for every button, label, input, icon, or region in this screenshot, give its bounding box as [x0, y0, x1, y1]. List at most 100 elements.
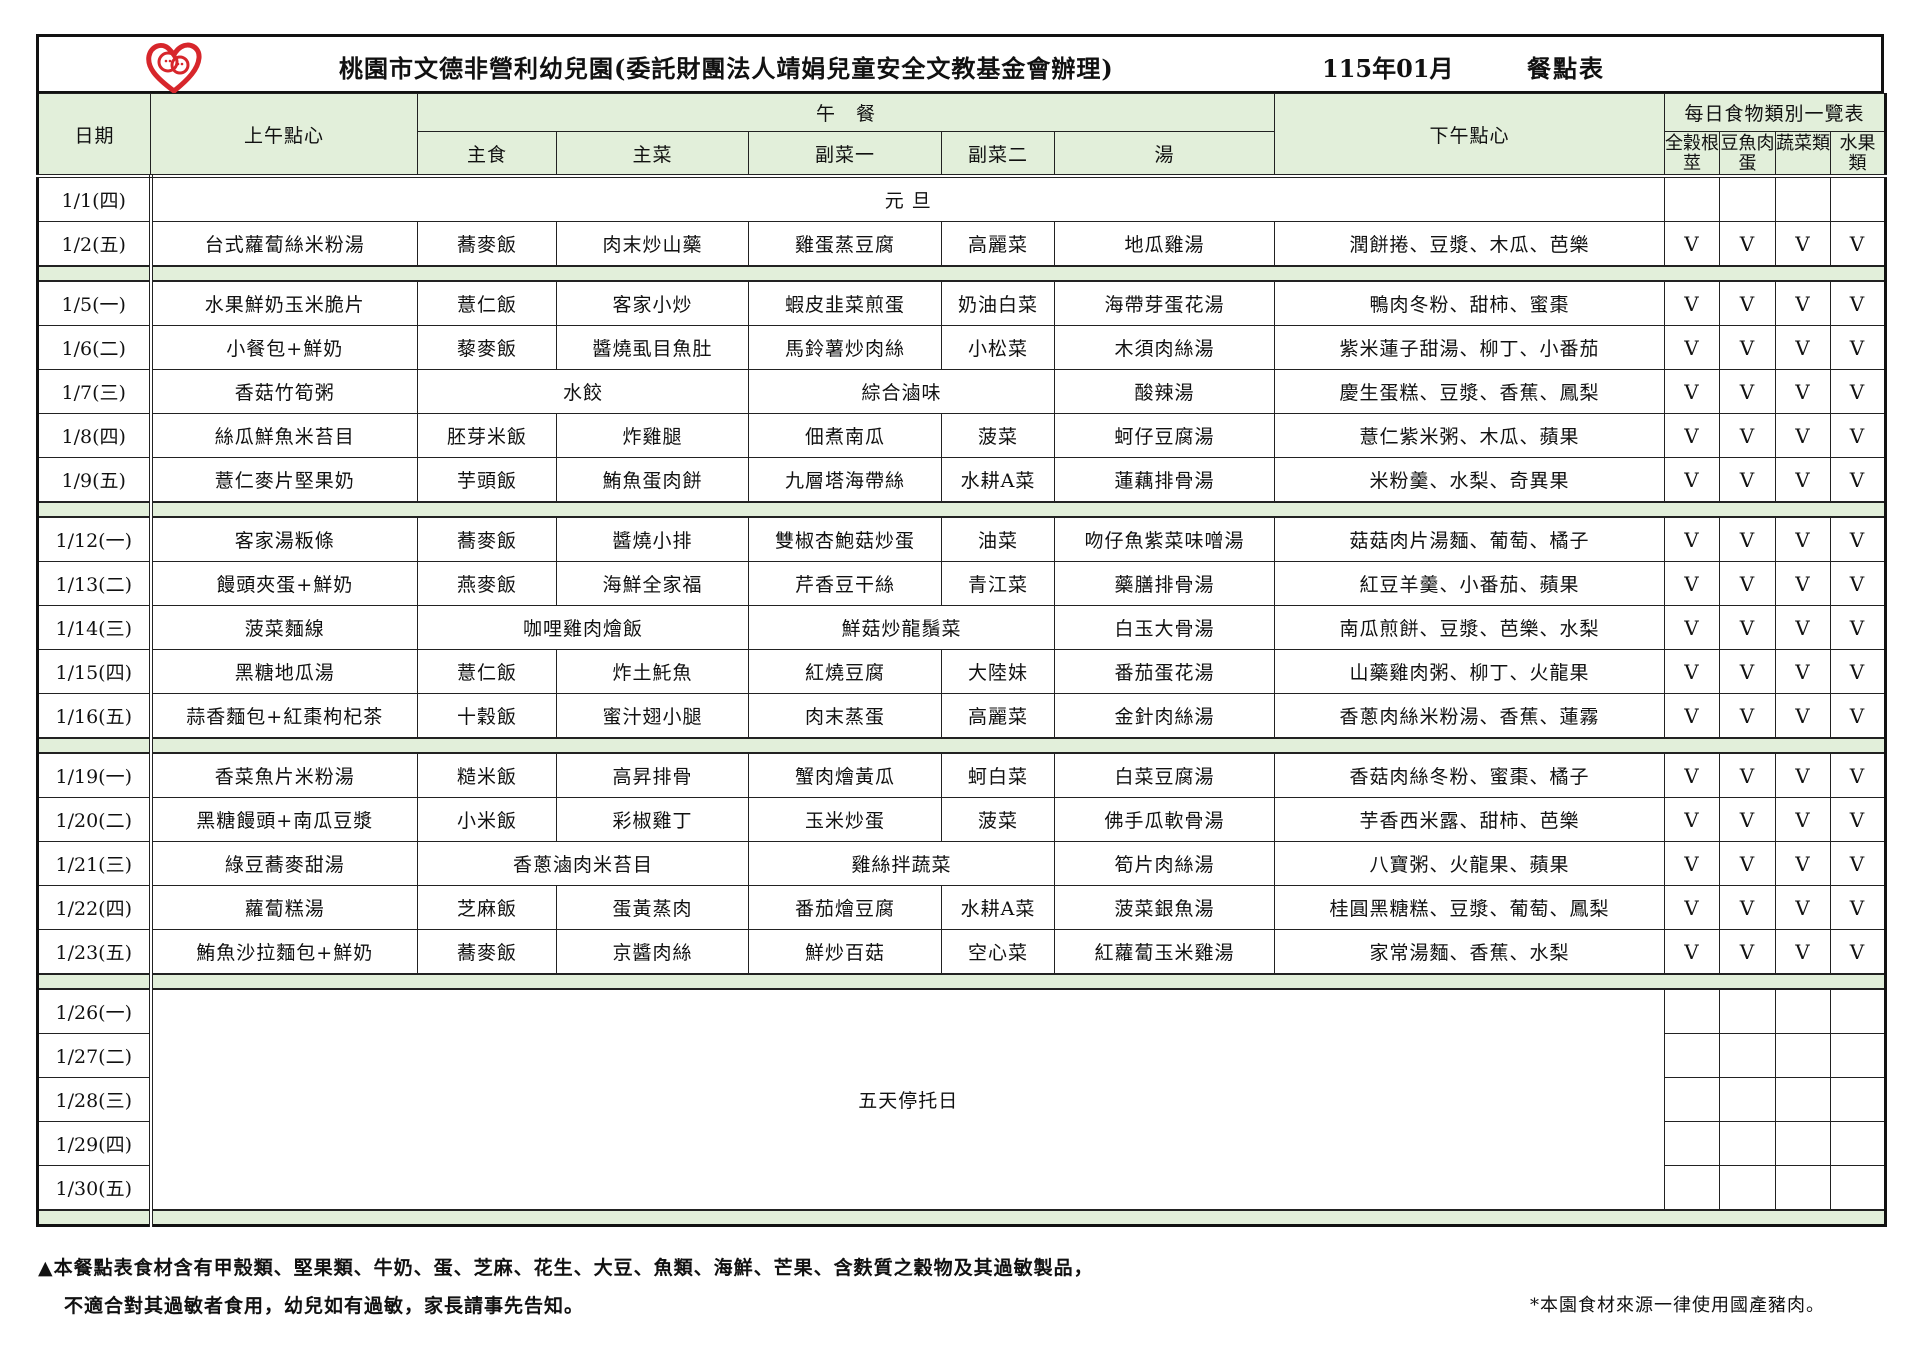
date-cell: 1/13(二)	[37, 561, 153, 606]
check-grain: V	[1664, 561, 1720, 606]
check-protein: V	[1719, 413, 1776, 458]
allergy-note-line2: 不適合對其過敏者食用，幼兒如有過敏，家長請事先告知。	[64, 1295, 585, 1317]
menu-month: 115年01月	[1322, 54, 1454, 83]
date-cell: 1/28(三)	[37, 1077, 153, 1122]
main-dish: 彩椒雞丁	[556, 797, 749, 842]
staple: 蕎麥飯	[417, 929, 557, 975]
side-dish-1: 芹香豆干絲	[748, 561, 942, 606]
side-dish-1: 馬鈴薯炒肉絲	[748, 325, 942, 370]
am-snack: 綠豆蕎麥甜湯	[150, 841, 418, 886]
check-fruit: V	[1829, 325, 1887, 370]
side-dish-2: 高麗菜	[941, 221, 1055, 267]
check-protein: V	[1719, 841, 1776, 886]
soup: 蚵仔豆腐湯	[1054, 413, 1275, 458]
check-grain: V	[1664, 885, 1720, 930]
side-dish-2: 菠菜	[941, 797, 1055, 842]
am-snack: 香菇竹筍粥	[150, 369, 418, 414]
date-cell: 1/29(四)	[37, 1121, 153, 1166]
am-snack: 小餐包+鮮奶	[150, 325, 418, 370]
check-veg: V	[1775, 561, 1831, 606]
check-veg: V	[1775, 280, 1831, 326]
check-veg: V	[1775, 752, 1831, 798]
side-dishes-combined: 雞絲拌蔬菜	[748, 841, 1055, 886]
header-date: 日期	[37, 93, 151, 177]
side-dish-2: 菠菜	[941, 413, 1055, 458]
check-protein: V	[1719, 369, 1776, 414]
check-grain: V	[1664, 693, 1720, 739]
header-lunch: 午 餐	[417, 93, 1275, 132]
closed-note: 五天停托日	[150, 988, 1665, 1211]
category-check	[1829, 1077, 1887, 1122]
am-snack: 黑糖地瓜湯	[150, 649, 418, 694]
soup: 番茄蛋花湯	[1054, 649, 1275, 694]
header-pm-snack: 下午點心	[1274, 93, 1665, 177]
am-snack: 蘿蔔糕湯	[150, 885, 418, 930]
check-protein: V	[1719, 649, 1776, 694]
pm-snack: 薏仁紫米粥、木瓜、蘋果	[1274, 413, 1665, 458]
header-side2: 副菜二	[941, 131, 1055, 177]
soup: 白玉大骨湯	[1054, 605, 1275, 650]
day-row: 1/7(三) 香菇竹筍粥 水餃 綜合滷味 酸辣湯 慶生蛋糕、豆漿、香蕉、鳳梨 V V V V	[37, 369, 1887, 414]
check-fruit: V	[1829, 221, 1887, 267]
date-cell: 1/1(四)	[37, 174, 153, 222]
check-protein: V	[1719, 885, 1776, 930]
soup: 吻仔魚紫菜味噌湯	[1054, 516, 1275, 562]
staple: 燕麥飯	[417, 561, 557, 606]
pm-snack: 米粉羹、水梨、奇異果	[1274, 457, 1665, 503]
check-protein: V	[1719, 752, 1776, 798]
staple-main-combined: 水餃	[417, 369, 749, 414]
week-separator	[37, 265, 1887, 282]
day-row: 1/13(二) 饅頭夾蛋+鮮奶 燕麥飯 海鮮全家福 芹香豆干絲 青江菜 藥膳排骨湯 紅豆羊羹、…	[37, 561, 1887, 606]
header-cat-fruit: 水果類	[1829, 131, 1887, 177]
pm-snack: 紅豆羊羹、小番茄、蘋果	[1274, 561, 1665, 606]
meal-table-body: 1/1(四) 元 旦 1/2(五) 台式蘿蔔絲米粉湯 蕎麥飯 肉末炒山藥 雞蛋蒸豆腐 高麗菜地…	[37, 174, 1887, 1227]
check-protein: V	[1719, 516, 1776, 562]
check-grain: V	[1664, 797, 1720, 842]
day-row: 1/29(四)	[37, 1121, 1887, 1166]
check-protein: V	[1719, 221, 1776, 267]
category-check	[1664, 1165, 1720, 1211]
am-snack: 客家湯粄條	[150, 516, 418, 562]
check-fruit: V	[1829, 605, 1887, 650]
date-cell: 1/30(五)	[37, 1165, 153, 1211]
pm-snack: 鴨肉冬粉、甜柿、蜜棗	[1274, 280, 1665, 326]
check-fruit: V	[1829, 369, 1887, 414]
separator-cell	[37, 973, 153, 990]
check-veg: V	[1775, 649, 1831, 694]
side-dish-1: 鮮炒百菇	[748, 929, 942, 975]
day-row: 1/15(四) 黑糖地瓜湯 薏仁飯 炸土魠魚 紅燒豆腐 大陸妹 番茄蛋花湯 山藥雞肉粥、柳丁、…	[37, 649, 1887, 694]
date-cell: 1/16(五)	[37, 693, 153, 739]
staple-main-combined: 香蔥滷肉米苔目	[417, 841, 749, 886]
day-row: 1/26(一) 五天停托日	[37, 988, 1887, 1211]
category-check	[1719, 1165, 1776, 1211]
side-dishes-combined: 綜合滷味	[748, 369, 1055, 414]
day-row: 1/9(五) 薏仁麥片堅果奶 芋頭飯 鮪魚蛋肉餅 九層塔海帶絲 水耕A菜 蓮藕排骨湯 米粉羹、…	[37, 457, 1887, 503]
am-snack: 饅頭夾蛋+鮮奶	[150, 561, 418, 606]
date-cell: 1/22(四)	[37, 885, 153, 930]
soup: 蓮藕排骨湯	[1054, 457, 1275, 503]
check-grain: V	[1664, 457, 1720, 503]
pm-snack: 香蔥肉絲米粉湯、香蕉、蓮霧	[1274, 693, 1665, 739]
category-check	[1719, 988, 1776, 1034]
category-check	[1719, 174, 1776, 222]
soup: 菠菜銀魚湯	[1054, 885, 1275, 930]
pm-snack: 八寶粥、火龍果、蘋果	[1274, 841, 1665, 886]
check-veg: V	[1775, 797, 1831, 842]
check-fruit: V	[1829, 797, 1887, 842]
soup: 地瓜雞湯	[1054, 221, 1275, 267]
check-grain: V	[1664, 413, 1720, 458]
check-veg: V	[1775, 369, 1831, 414]
check-fruit: V	[1829, 693, 1887, 739]
pm-snack: 潤餅捲、豆漿、木瓜、芭樂	[1274, 221, 1665, 267]
check-veg: V	[1775, 221, 1831, 267]
header-staple: 主食	[417, 131, 557, 177]
header-soup: 湯	[1054, 131, 1275, 177]
check-grain: V	[1664, 325, 1720, 370]
staple: 薏仁飯	[417, 280, 557, 326]
main-dish: 醬燒虱目魚肚	[556, 325, 749, 370]
side-dish-1: 肉末蒸蛋	[748, 693, 942, 739]
check-fruit: V	[1829, 752, 1887, 798]
date-cell: 1/19(一)	[37, 752, 153, 798]
check-grain: V	[1664, 929, 1720, 975]
staple: 小米飯	[417, 797, 557, 842]
